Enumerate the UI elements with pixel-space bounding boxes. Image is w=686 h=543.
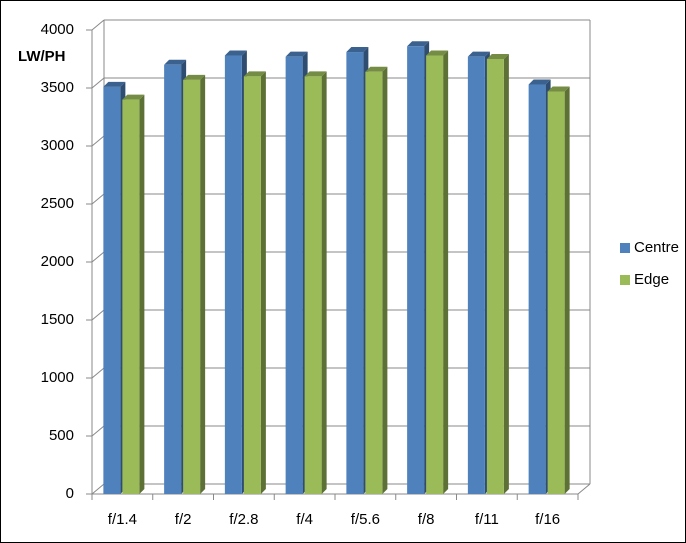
y-tick-label: 2000 [41,253,74,270]
x-tick-label: f/2 [175,511,192,528]
bar [285,56,303,495]
floor-edge [577,483,591,495]
bar [183,79,201,494]
bar [346,52,364,494]
bar [426,55,444,495]
legend-swatch [620,275,630,285]
y-tick-label: 1500 [41,311,74,328]
grid-line [91,19,105,31]
grid-line [91,77,105,89]
grid-line [91,251,105,263]
bar-top [467,51,490,57]
bar-side [200,74,206,494]
grid-line [91,193,105,205]
bar-top [426,50,449,56]
bar-top [243,71,266,77]
y-tick-label: 500 [49,427,74,444]
y-tick-label: 1000 [41,369,74,386]
bar [103,86,121,494]
bar-top [103,81,126,87]
bar [365,71,383,494]
x-tick-label: f/8 [418,511,435,528]
bar [224,55,242,495]
bar-side [139,94,145,494]
legend-label: Edge [634,271,669,288]
bar-side [443,50,449,495]
bar-top [224,50,247,56]
bar [122,99,140,494]
bar-side [260,71,266,495]
bar [486,59,504,494]
grid-line [91,425,105,437]
bar [164,64,182,495]
x-tick-label: f/4 [296,511,313,528]
bar-top [486,54,509,59]
x-tick-label: f/1.4 [108,511,137,528]
grid-line [91,483,105,495]
x-tick-label: f/11 [475,511,499,528]
bar [467,56,485,495]
bar-top [346,47,369,53]
legend-label: Centre [634,239,679,256]
bar-top [547,86,570,92]
grid-line [91,367,105,379]
bar-top [122,94,145,100]
bar [547,91,565,494]
bar-top [183,74,206,80]
bar [528,84,546,495]
bar-side [564,86,570,494]
grid-line [91,309,105,321]
bar-top [164,59,187,65]
bar-top [365,66,388,72]
x-tick-label: f/2.8 [229,511,258,528]
bar-top [304,71,327,77]
bar [407,46,425,495]
bar-side [503,54,509,494]
y-tick-label: 4000 [41,21,74,38]
bar-side [382,66,388,494]
x-tick-label: f/5.6 [351,511,380,528]
bar-side [321,71,327,495]
y-tick-label: 3500 [41,79,74,96]
bar [243,76,261,495]
x-tick-label: f/16 [535,511,560,528]
y-axis-label: LW/PH [18,48,66,65]
grid-line [91,135,105,147]
bar [304,76,322,495]
y-tick-label: 2500 [41,195,74,212]
bar-top [407,41,430,47]
y-tick-label: 3000 [41,137,74,154]
bar-top [528,79,551,85]
bar-top [285,51,308,57]
y-tick-label: 0 [66,485,74,502]
legend-swatch [620,243,630,253]
